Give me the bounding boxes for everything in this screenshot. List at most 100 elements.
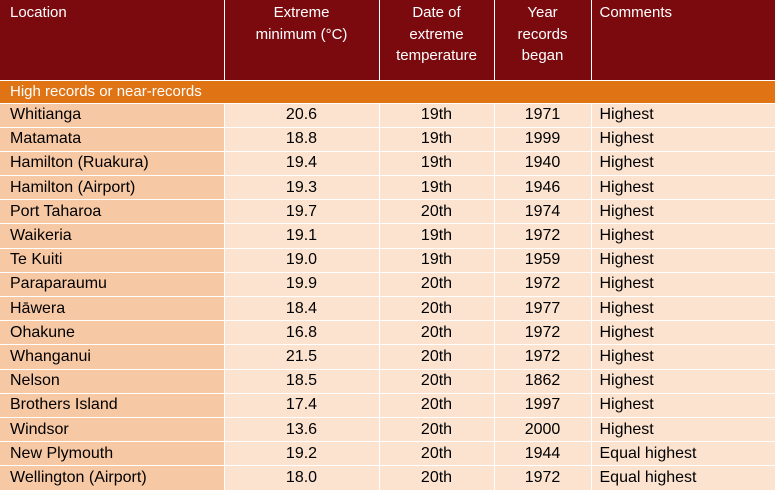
cell-minimum: 13.6 bbox=[224, 417, 380, 443]
cell-date: 20th bbox=[379, 417, 495, 443]
cell-comment: Highest bbox=[591, 296, 775, 322]
table-row: Brothers Island 17.4 20th 1997 Highest bbox=[0, 393, 775, 418]
cell-comment: Equal highest bbox=[591, 441, 775, 467]
cell-minimum: 19.7 bbox=[224, 199, 380, 225]
table-row: Whitianga 20.6 19th 1971 Highest bbox=[0, 103, 775, 128]
cell-location: Paraparaumu bbox=[0, 272, 225, 298]
cell-date: 19th bbox=[379, 103, 495, 128]
table-row: Te Kuiti 19.0 19th 1959 Highest bbox=[0, 248, 775, 273]
section-row: High records or near-records bbox=[0, 79, 775, 104]
cell-location: Whanganui bbox=[0, 344, 225, 370]
cell-minimum: 20.6 bbox=[224, 103, 380, 128]
cell-minimum: 19.0 bbox=[224, 248, 380, 273]
header-year: Year records began bbox=[494, 0, 592, 80]
cell-comment: Highest bbox=[591, 248, 775, 273]
cell-location: Hamilton (Ruakura) bbox=[0, 151, 225, 177]
cell-year: 1959 bbox=[494, 248, 592, 273]
cell-comment: Highest bbox=[591, 344, 775, 370]
cell-location: Matamata bbox=[0, 127, 225, 152]
cell-year: 1971 bbox=[494, 103, 592, 128]
cell-comment: Highest bbox=[591, 272, 775, 298]
header-minimum: Extreme minimum (°C) bbox=[224, 0, 380, 80]
header-date: Date of extreme temperature bbox=[379, 0, 495, 80]
cell-date: 20th bbox=[379, 296, 495, 322]
cell-location: Hāwera bbox=[0, 296, 225, 322]
cell-minimum: 18.0 bbox=[224, 465, 380, 491]
cell-comment: Highest bbox=[591, 369, 775, 394]
cell-comment: Highest bbox=[591, 151, 775, 177]
cell-date: 20th bbox=[379, 344, 495, 370]
cell-minimum: 19.9 bbox=[224, 272, 380, 298]
table-row: Hamilton (Airport) 19.3 19th 1946 Highest bbox=[0, 175, 775, 201]
table-row: Windsor 13.6 20th 2000 Highest bbox=[0, 417, 775, 443]
cell-year: 2000 bbox=[494, 417, 592, 443]
cell-comment: Equal highest bbox=[591, 465, 775, 491]
section-title: High records or near-records bbox=[0, 79, 775, 104]
cell-year: 1999 bbox=[494, 127, 592, 152]
cell-year: 1977 bbox=[494, 296, 592, 322]
cell-date: 20th bbox=[379, 369, 495, 394]
cell-minimum: 19.3 bbox=[224, 175, 380, 201]
table-row: Port Taharoa 19.7 20th 1974 Highest bbox=[0, 199, 775, 225]
header-comments: Comments bbox=[591, 0, 775, 80]
cell-date: 20th bbox=[379, 320, 495, 346]
cell-minimum: 21.5 bbox=[224, 344, 380, 370]
cell-minimum: 19.4 bbox=[224, 151, 380, 177]
cell-year: 1940 bbox=[494, 151, 592, 177]
cell-year: 1944 bbox=[494, 441, 592, 467]
table-row: Whanganui 21.5 20th 1972 Highest bbox=[0, 344, 775, 370]
cell-year: 1974 bbox=[494, 199, 592, 225]
cell-comment: Highest bbox=[591, 417, 775, 443]
cell-comment: Highest bbox=[591, 199, 775, 225]
cell-year: 1997 bbox=[494, 393, 592, 418]
cell-year: 1972 bbox=[494, 344, 592, 370]
table-row: Matamata 18.8 19th 1999 Highest bbox=[0, 127, 775, 152]
cell-date: 19th bbox=[379, 175, 495, 201]
cell-location: Windsor bbox=[0, 417, 225, 443]
cell-year: 1972 bbox=[494, 223, 592, 249]
table-row: Hāwera 18.4 20th 1977 Highest bbox=[0, 296, 775, 322]
cell-location: New Plymouth bbox=[0, 441, 225, 467]
cell-date: 20th bbox=[379, 272, 495, 298]
cell-minimum: 19.1 bbox=[224, 223, 380, 249]
cell-comment: Highest bbox=[591, 320, 775, 346]
table-row: New Plymouth 19.2 20th 1944 Equal highest bbox=[0, 441, 775, 467]
cell-date: 20th bbox=[379, 199, 495, 225]
cell-comment: Highest bbox=[591, 103, 775, 128]
cell-comment: Highest bbox=[591, 175, 775, 201]
cell-year: 1862 bbox=[494, 369, 592, 394]
cell-year: 1972 bbox=[494, 465, 592, 491]
cell-location: Brothers Island bbox=[0, 393, 225, 418]
cell-minimum: 16.8 bbox=[224, 320, 380, 346]
cell-location: Nelson bbox=[0, 369, 225, 394]
cell-date: 20th bbox=[379, 393, 495, 418]
cell-location: Port Taharoa bbox=[0, 199, 225, 225]
cell-location: Whitianga bbox=[0, 103, 225, 128]
table-row: Paraparaumu 19.9 20th 1972 Highest bbox=[0, 272, 775, 298]
cell-date: 19th bbox=[379, 248, 495, 273]
cell-location: Waikeria bbox=[0, 223, 225, 249]
cell-date: 19th bbox=[379, 151, 495, 177]
cell-location: Te Kuiti bbox=[0, 248, 225, 273]
table-row: Hamilton (Ruakura) 19.4 19th 1940 Highest bbox=[0, 151, 775, 177]
table-row: Waikeria 19.1 19th 1972 Highest bbox=[0, 223, 775, 249]
table-row: Wellington (Airport) 18.0 20th 1972 Equal hi… bbox=[0, 465, 775, 491]
cell-date: 20th bbox=[379, 465, 495, 491]
header-location: Location bbox=[0, 0, 225, 80]
cell-year: 1946 bbox=[494, 175, 592, 201]
header-row: Location Extreme minimum (°C) Date of extr… bbox=[0, 0, 775, 80]
cell-location: Ohakune bbox=[0, 320, 225, 346]
cell-comment: Highest bbox=[591, 393, 775, 418]
cell-comment: Highest bbox=[591, 223, 775, 249]
cell-date: 19th bbox=[379, 223, 495, 249]
cell-location: Hamilton (Airport) bbox=[0, 175, 225, 201]
cell-minimum: 18.4 bbox=[224, 296, 380, 322]
cell-minimum: 18.5 bbox=[224, 369, 380, 394]
cell-date: 19th bbox=[379, 127, 495, 152]
cell-date: 20th bbox=[379, 441, 495, 467]
table-row: Nelson 18.5 20th 1862 Highest bbox=[0, 369, 775, 394]
cell-minimum: 17.4 bbox=[224, 393, 380, 418]
cell-comment: Highest bbox=[591, 127, 775, 152]
cell-minimum: 18.8 bbox=[224, 127, 380, 152]
